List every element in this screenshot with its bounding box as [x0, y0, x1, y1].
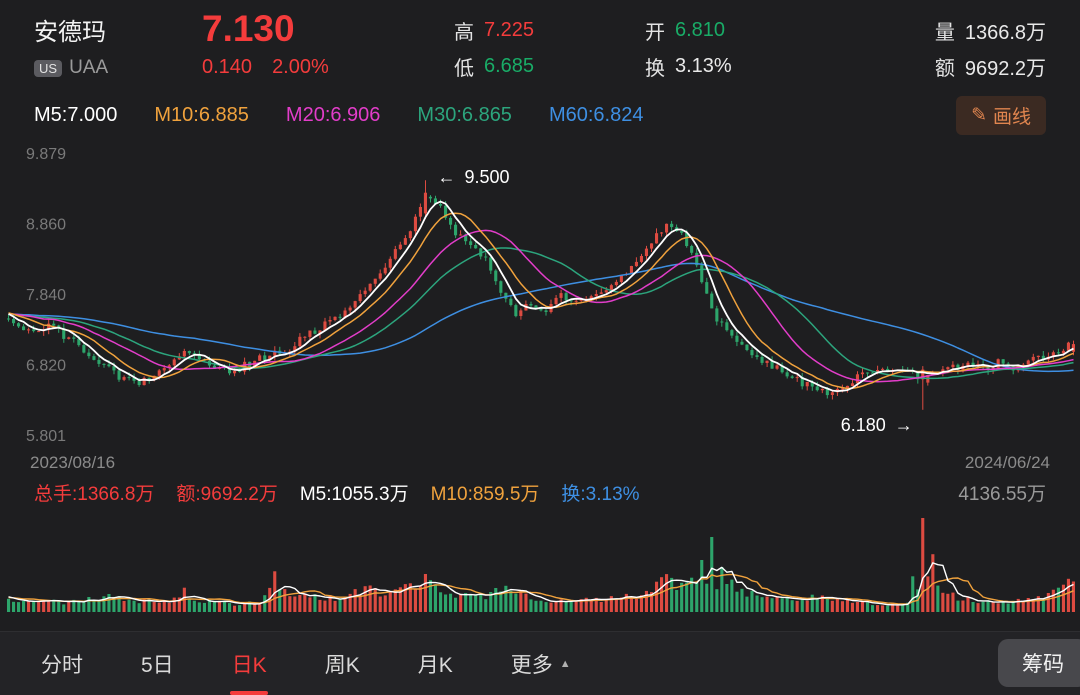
svg-text:5.801: 5.801	[26, 428, 66, 445]
last-price: 7.130	[202, 8, 295, 49]
pencil-icon: ✎	[971, 104, 987, 126]
stat-amount: 额 9692.2万	[836, 52, 1046, 81]
stat-turnover-rate: 换 3.13%	[645, 52, 836, 81]
stat-amount-label: 额	[934, 57, 955, 80]
volume-ma10-label: M10:859.5万	[430, 483, 540, 505]
draw-line-button[interactable]: ✎ 画线	[956, 95, 1046, 135]
change-percent: 2.00%	[272, 55, 329, 78]
stock-identity: 安德玛 US UAA	[34, 10, 202, 92]
ma30-legend: M30:6.865	[417, 103, 512, 126]
stat-volume-label: 量	[934, 21, 955, 44]
axis-end-date: 2024/06/24	[964, 453, 1050, 472]
quote-stats: 高 7.225 低 6.685 开 6.810 换 3.13% 量 1366.8…	[454, 10, 1046, 92]
stat-volume-value: 1366.8万	[964, 21, 1046, 44]
candlestick-chart[interactable]: 9.879 8.860 7.840 6.820 5.801 ← 9.500 6.180 →	[0, 138, 1080, 450]
tab-5day[interactable]: 5日	[112, 632, 203, 695]
volume-total-label: 总手:1366.8万	[34, 483, 155, 505]
svg-text:8.860: 8.860	[26, 217, 66, 234]
stat-open-value: 6.810	[674, 18, 726, 41]
ma20-legend: M20:6.906	[285, 103, 381, 126]
price-block: 7.130 0.140 2.00%	[202, 8, 454, 92]
ma10-legend: M10:6.885	[154, 103, 249, 126]
volume-chart-canvas[interactable]	[0, 510, 1080, 614]
ticker-row: US UAA	[34, 57, 202, 79]
stat-low: 低 6.685	[454, 52, 645, 81]
svg-text:6.820: 6.820	[26, 358, 66, 375]
ma60-legend: M60:6.824	[548, 103, 644, 126]
tab-more-label: 更多	[510, 653, 553, 677]
svg-text:← 9.500: ← 9.500	[438, 167, 510, 187]
tab-monthly-k[interactable]: 月K	[389, 632, 482, 695]
stat-amount-value: 9692.2万	[964, 57, 1046, 80]
svg-text:9.879: 9.879	[26, 146, 66, 163]
stat-low-label: 低	[454, 57, 474, 80]
tab-daily-k-label: 日K	[231, 653, 267, 677]
svg-text:7.840: 7.840	[26, 287, 66, 304]
price-change: 0.140 2.00%	[202, 56, 454, 79]
volume-ma5-label: M5:1055.3万	[299, 483, 409, 505]
market-badge: US	[34, 59, 63, 77]
stat-volume: 量 1366.8万	[836, 16, 1046, 45]
ticker-symbol: UAA	[69, 57, 109, 78]
chips-button-label: 筹码	[1022, 653, 1064, 676]
price-chart-canvas[interactable]: 9.879 8.860 7.840 6.820 5.801 ← 9.500 6.180 →	[0, 138, 1080, 450]
draw-line-label: 画线	[992, 106, 1031, 128]
volume-chart[interactable]	[0, 510, 1080, 614]
ma-legend-row: M5:7.000 M10:6.885 M20:6.906 M30:6.865 M…	[0, 92, 1080, 138]
stat-open: 开 6.810	[645, 16, 836, 45]
volume-legend-row: 总手:1366.8万 额:9692.2万 M5:1055.3万 M10:859.…	[0, 476, 1080, 508]
tab-daily-k[interactable]: 日K	[203, 632, 296, 695]
chevron-up-icon: ▲	[559, 657, 571, 670]
stat-low-value: 6.685	[484, 54, 535, 77]
stat-high-value: 7.225	[484, 18, 535, 41]
tab-monthly-k-label: 月K	[417, 653, 453, 677]
tab-timeshare-label: 分时	[41, 653, 83, 677]
date-axis: 2023/08/16 2024/06/24	[0, 450, 1080, 476]
change-absolute: 0.140	[202, 55, 253, 78]
tab-weekly-k[interactable]: 周K	[296, 632, 389, 695]
tab-5day-label: 5日	[141, 653, 174, 677]
stat-high-label: 高	[454, 21, 474, 44]
tab-timeshare[interactable]: 分时	[12, 632, 112, 695]
quote-header: 安德玛 US UAA 7.130 0.140 2.00% 高 7.225 低 6…	[0, 0, 1080, 92]
chips-distribution-button[interactable]: 筹码	[998, 639, 1080, 687]
volume-turnover-label: 换:3.13%	[561, 483, 640, 505]
svg-text:6.180 →: 6.180 →	[841, 415, 913, 435]
ma5-legend: M5:7.000	[34, 103, 118, 126]
tab-more[interactable]: 更多 ▲	[482, 632, 600, 695]
tab-weekly-k-label: 周K	[324, 653, 360, 677]
stat-turnover-value: 3.13%	[674, 54, 732, 77]
axis-start-date: 2023/08/16	[30, 453, 116, 472]
volume-max-label: 4136.55万	[958, 483, 1046, 505]
volume-amount-label: 额:9692.2万	[176, 483, 278, 505]
stat-open-label: 开	[644, 21, 665, 44]
period-tabbar: 分时 5日 日K 周K 月K 更多 ▲ 筹码	[0, 631, 1080, 695]
stat-turnover-label: 换	[644, 57, 665, 80]
stock-name: 安德玛	[34, 19, 106, 46]
stat-high: 高 7.225	[454, 16, 645, 45]
